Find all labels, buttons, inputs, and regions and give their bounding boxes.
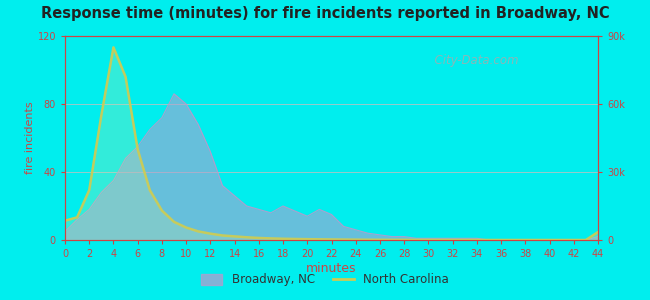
Text: Response time (minutes) for fire incidents reported in Broadway, NC: Response time (minutes) for fire inciden… bbox=[41, 6, 609, 21]
Text: City-Data.com: City-Data.com bbox=[428, 54, 519, 67]
Legend: Broadway, NC, North Carolina: Broadway, NC, North Carolina bbox=[196, 269, 454, 291]
Y-axis label: fire incidents: fire incidents bbox=[25, 102, 34, 174]
X-axis label: minutes: minutes bbox=[306, 262, 357, 275]
